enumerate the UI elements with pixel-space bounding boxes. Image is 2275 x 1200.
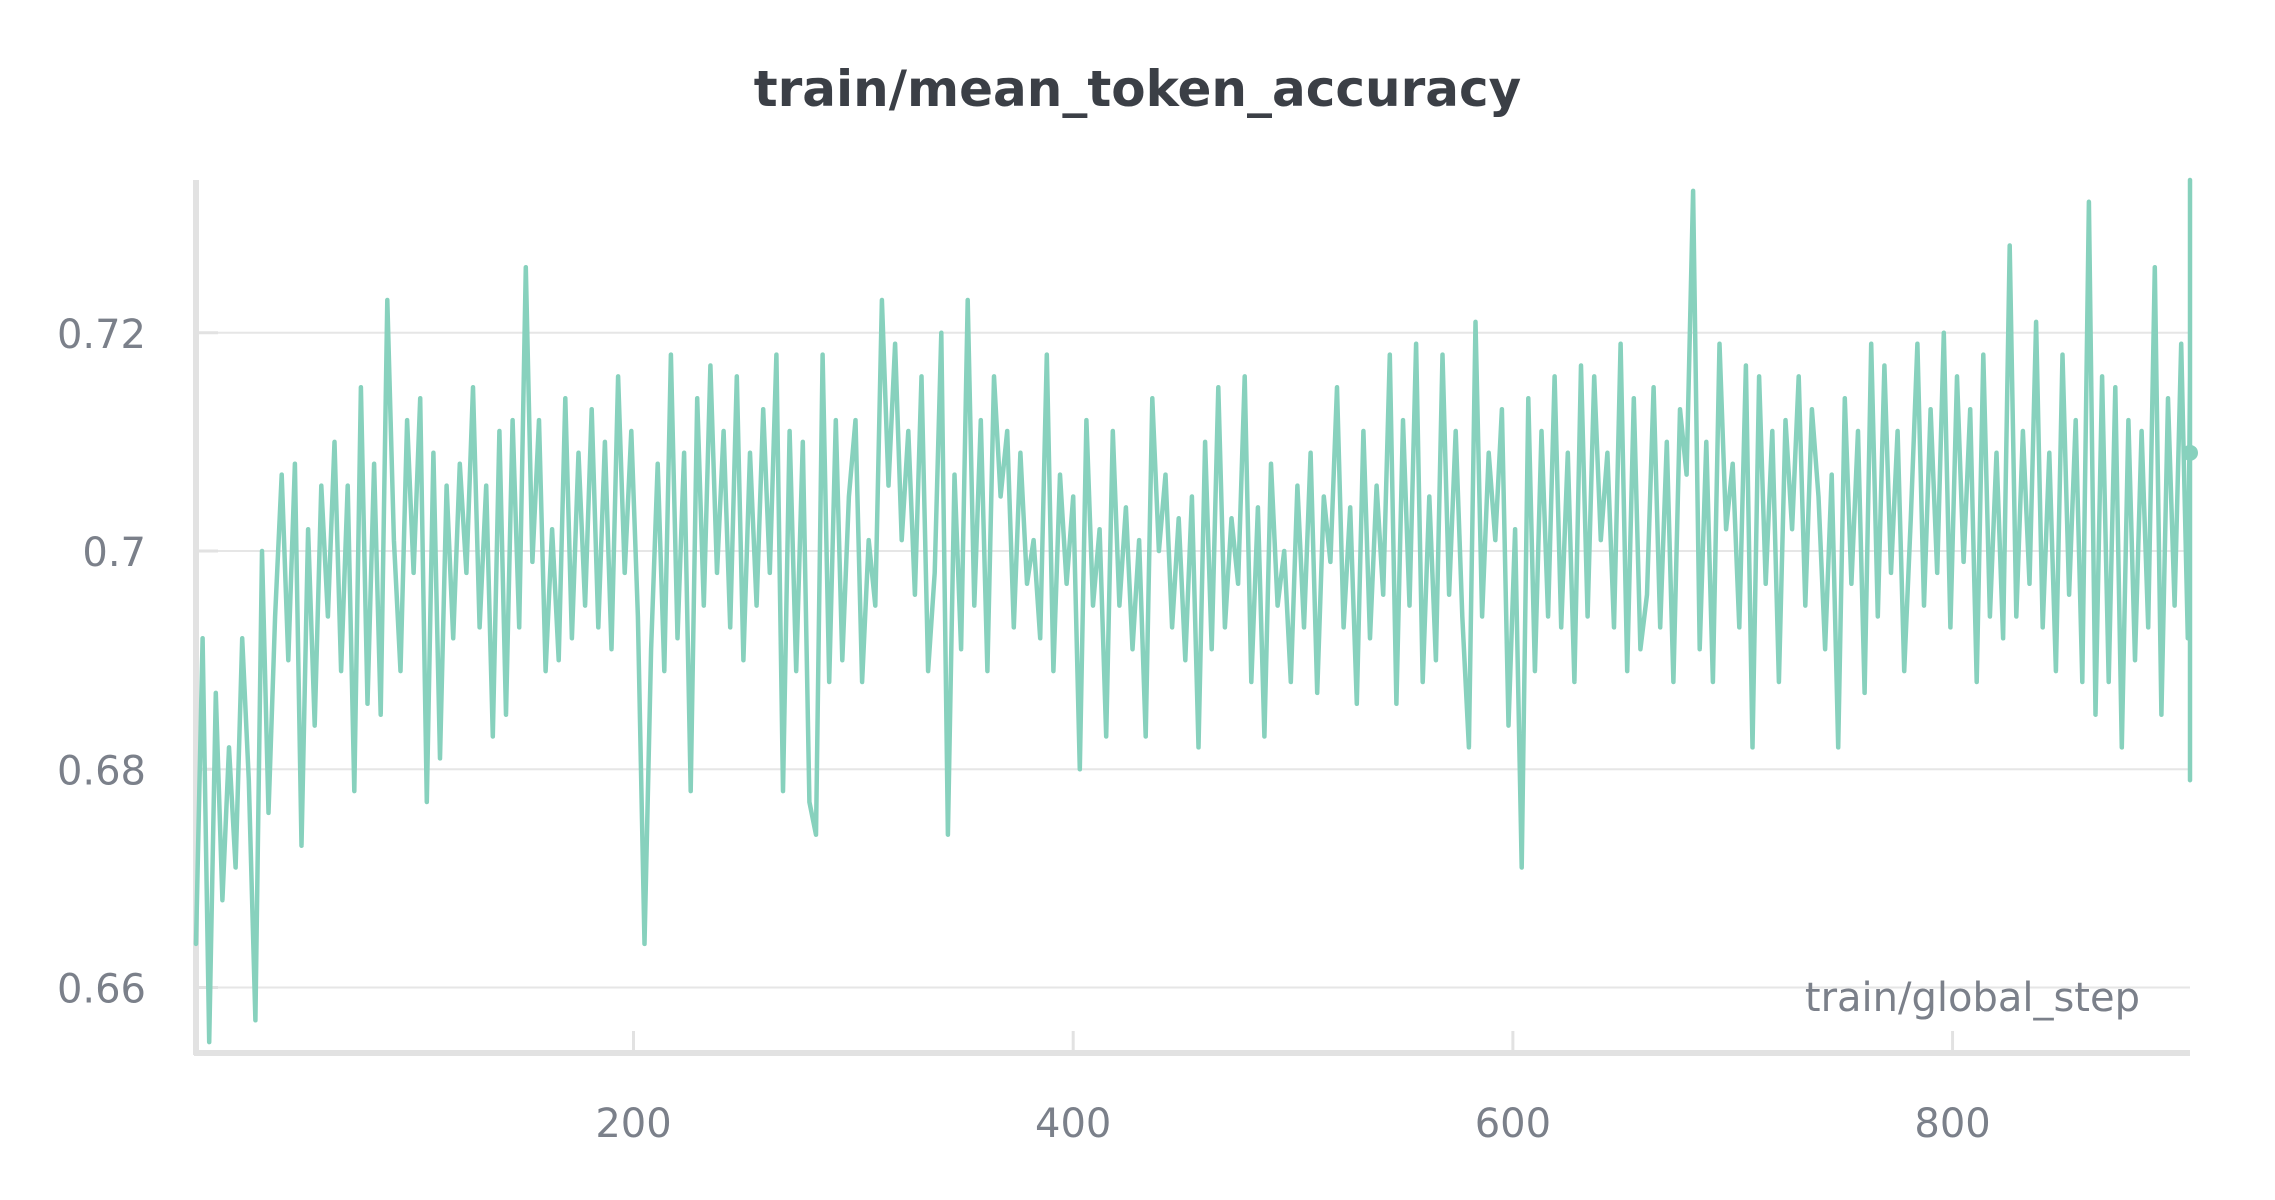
y-tick-label: 0.72 [57,312,146,358]
chart-title: train/mean_token_accuracy [753,60,1522,118]
x-axis-label: train/global_step [1805,975,2140,1021]
x-tick-label: 800 [1914,1101,1990,1147]
series [193,177,2198,1045]
x-tick-label: 200 [595,1101,671,1147]
x-tick-label: 600 [1475,1101,1551,1147]
y-tick-label: 0.7 [82,530,146,576]
tick-labels: 0.66 0.68 0.7 0.72 200 400 600 800 [57,312,1991,1147]
x-tick-label: 400 [1035,1101,1111,1147]
series-line [193,177,2193,1045]
y-tick-label: 0.66 [57,967,146,1013]
series-endpoint [2182,444,2198,461]
y-tick-label: 0.68 [57,748,146,794]
